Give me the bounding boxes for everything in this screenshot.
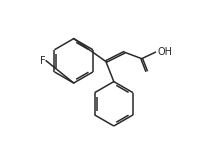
Text: OH: OH <box>158 47 172 57</box>
Text: F: F <box>40 56 46 66</box>
